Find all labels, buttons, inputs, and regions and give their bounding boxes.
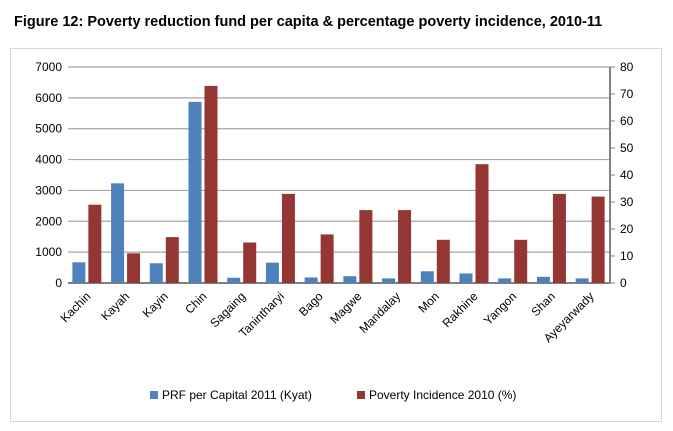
- bar-poverty-kachin: [88, 204, 102, 283]
- y-left-tick-label: 1000: [35, 245, 62, 259]
- y-right-tick-label: 40: [620, 168, 634, 182]
- chart-title: Figure 12: Poverty reduction fund per ca…: [14, 14, 603, 30]
- x-tick-label: Kayah: [98, 289, 132, 323]
- x-tick-label: Kayin: [140, 289, 171, 320]
- bar-prf-bago: [304, 277, 318, 283]
- bar-prf-kayin: [149, 263, 163, 283]
- y-left-tick-label: 7000: [35, 60, 62, 74]
- bar-poverty-chin: [204, 85, 218, 284]
- bar-poverty-sagaing: [243, 242, 257, 283]
- x-tick-label: Yangon: [481, 289, 520, 328]
- x-tick-label: Rakhine: [440, 289, 481, 330]
- bar-prf-magwe: [343, 276, 357, 283]
- bar-poverty-magwe: [359, 210, 373, 283]
- legend-swatch: [357, 391, 365, 399]
- y-right-tick-label: 80: [620, 60, 634, 74]
- y-right-tick-label: 50: [620, 141, 634, 155]
- chart-frame: [10, 48, 662, 422]
- bar-poverty-rakhine: [475, 164, 489, 283]
- bar-prf-tanintharyi: [265, 262, 279, 283]
- bar-prf-mon: [420, 271, 434, 283]
- y-left-tick-label: 5000: [35, 122, 62, 136]
- legend-label: Poverty Incidence 2010 (%): [369, 388, 516, 402]
- bar-poverty-yangon: [514, 239, 528, 283]
- bar-poverty-shan: [552, 193, 566, 283]
- x-tick-label: Chin: [182, 289, 209, 316]
- bar-prf-ayeyarwady: [575, 278, 589, 283]
- x-tick-label: Shan: [528, 289, 558, 319]
- x-tick-label: Magwe: [327, 289, 364, 326]
- y-right-tick-label: 30: [620, 195, 634, 209]
- bar-prf-yangon: [498, 278, 512, 283]
- bar-prf-kayah: [111, 183, 125, 283]
- bar-poverty-ayeyarwady: [591, 196, 605, 283]
- y-right-tick-label: 70: [620, 87, 634, 101]
- bar-prf-mandalay: [382, 278, 396, 283]
- bar-poverty-tanintharyi: [281, 193, 295, 283]
- bar-poverty-kayah: [127, 253, 141, 283]
- y-right-tick-label: 20: [620, 222, 634, 236]
- y-right-tick-label: 10: [620, 249, 634, 263]
- legend-swatch: [150, 391, 158, 399]
- bar-prf-kachin: [72, 262, 86, 283]
- bar-poverty-kayin: [165, 237, 179, 283]
- bar-prf-shan: [536, 276, 550, 283]
- bar-poverty-mon: [436, 239, 450, 283]
- bar-poverty-bago: [320, 234, 334, 283]
- bar-prf-sagaing: [227, 277, 241, 283]
- y-left-tick-label: 0: [55, 276, 62, 290]
- y-left-tick-label: 4000: [35, 153, 62, 167]
- bar-prf-rakhine: [459, 273, 473, 283]
- y-left-tick-label: 3000: [35, 183, 62, 197]
- bar-prf-chin: [188, 101, 202, 284]
- x-tick-label: Kachin: [58, 289, 94, 325]
- y-left-tick-label: 6000: [35, 91, 62, 105]
- bar-poverty-mandalay: [398, 210, 412, 283]
- y-right-tick-label: 60: [620, 114, 634, 128]
- y-left-tick-label: 2000: [35, 214, 62, 228]
- x-tick-label: Mon: [416, 289, 442, 315]
- y-right-tick-label: 0: [620, 276, 627, 290]
- x-tick-label: Bago: [296, 289, 326, 319]
- x-tick-label: Mandalay: [357, 289, 404, 336]
- legend-label: PRF per Capital 2011 (Kyat): [162, 388, 312, 402]
